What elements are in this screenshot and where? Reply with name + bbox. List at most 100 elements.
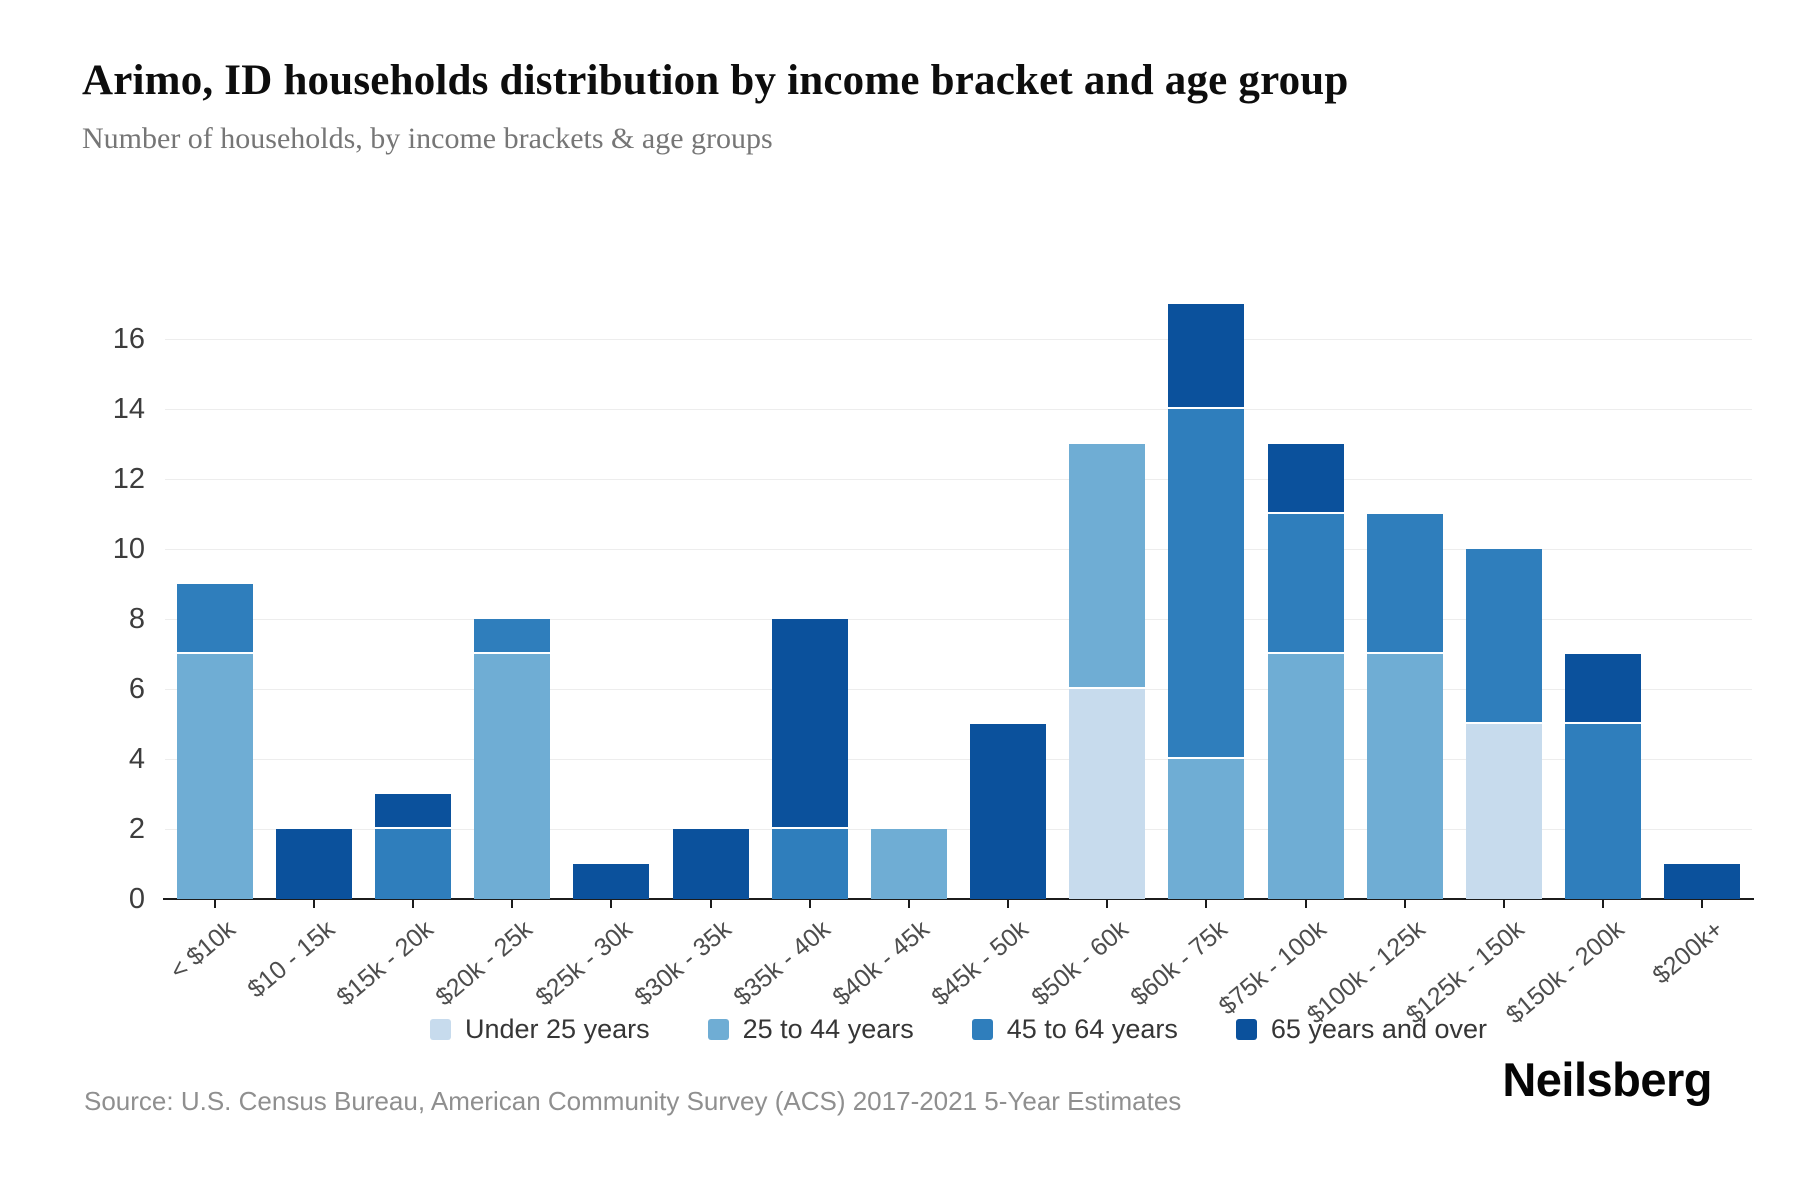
x-axis-tick — [1205, 900, 1208, 908]
bar-segment — [1664, 864, 1741, 899]
x-axis-label-text: $200k+ — [1647, 915, 1729, 990]
gridline — [165, 618, 1752, 620]
legend-label: 25 to 44 years — [742, 1014, 914, 1044]
x-axis-tick — [213, 900, 216, 908]
x-axis-label-text: $20k - 25k — [430, 915, 539, 1012]
gridline — [165, 408, 1752, 410]
gridline — [165, 828, 1752, 830]
x-axis-label-text: $25k - 30k — [529, 915, 638, 1012]
bar-segment — [1069, 689, 1146, 899]
bar-column — [1267, 444, 1344, 899]
bar-column — [1366, 514, 1443, 899]
bar-column — [1168, 304, 1245, 899]
y-axis-label: 10 — [112, 533, 145, 565]
legend-item: 45 to 64 years — [971, 1014, 1178, 1045]
y-axis-label: 2 — [128, 813, 145, 845]
bar-column — [573, 864, 650, 899]
y-axis-label: 14 — [112, 393, 145, 425]
x-axis-label-text: $50k - 60k — [1025, 915, 1134, 1012]
x-axis-tick — [1602, 900, 1605, 908]
x-axis-tick — [1503, 900, 1506, 908]
bar-segment — [1168, 409, 1245, 759]
x-axis-tick — [312, 900, 315, 908]
gridline — [165, 478, 1752, 480]
bar-column — [771, 619, 848, 899]
bar-segment — [1366, 654, 1443, 899]
source-note: Source: U.S. Census Bureau, American Com… — [84, 1086, 1182, 1116]
y-axis-label: 12 — [112, 463, 145, 495]
bar-segment — [870, 829, 947, 899]
bar-segment — [1168, 304, 1245, 409]
x-axis-label-text: $40k - 45k — [827, 915, 935, 1012]
bar-segment — [1267, 654, 1344, 899]
bar-column — [1664, 864, 1741, 899]
gridline — [165, 338, 1752, 340]
x-axis-tick — [1106, 900, 1109, 908]
bar-segment — [1466, 724, 1543, 899]
bar-segment — [970, 724, 1047, 899]
bar-segment — [474, 619, 551, 654]
x-axis-tick — [610, 900, 613, 908]
bar-segment — [374, 794, 451, 829]
x-axis-tick — [511, 900, 514, 908]
plot-area: 0 2 4 6 8 10 12 14 16 < $10k $10 - 15k $15k - 20k $2… — [113, 286, 1754, 1029]
bar-column — [970, 724, 1047, 899]
y-axis-label: 4 — [128, 743, 145, 775]
bar-segment — [176, 584, 253, 654]
bar-column — [275, 829, 352, 899]
x-axis-label-text: $30k - 35k — [629, 915, 737, 1012]
bar-segment — [1565, 654, 1642, 724]
gridline — [165, 548, 1752, 550]
bar-column — [672, 829, 749, 899]
x-axis-tick — [1007, 900, 1010, 908]
y-axis-label: 0 — [128, 883, 145, 915]
chart-subtitle: Number of households, by income brackets… — [82, 122, 773, 155]
x-axis-label-text: $10 - 15k — [241, 915, 340, 1004]
legend-item: 65 years and over — [1235, 1014, 1487, 1045]
legend-item: 25 to 44 years — [707, 1014, 914, 1045]
bar-segment — [771, 829, 848, 899]
x-axis-tick — [808, 900, 811, 908]
legend-swatch — [971, 1019, 993, 1040]
legend-swatch — [430, 1019, 451, 1040]
bar-column — [176, 584, 253, 899]
bar-segment — [573, 864, 650, 899]
bar-segment — [275, 829, 352, 899]
bar-segment — [1366, 514, 1443, 654]
x-axis-label-text: $45k - 50k — [926, 915, 1035, 1012]
y-axis-label: 8 — [128, 603, 145, 635]
legend-item: Under 25 years — [430, 1014, 650, 1045]
x-axis-tick — [1304, 900, 1307, 908]
y-axis-label: 6 — [128, 673, 145, 705]
bar-segment — [1069, 444, 1146, 689]
bar-segment — [771, 619, 848, 829]
bar-column — [870, 829, 947, 899]
bar-column — [1565, 654, 1642, 899]
bar-column — [1069, 444, 1146, 899]
bar-segment — [474, 654, 551, 899]
bar-segment — [1466, 549, 1543, 724]
bar-segment — [1267, 514, 1344, 654]
bar-column — [474, 619, 551, 899]
legend: Under 25 years 25 to 44 years 45 to 64 yea… — [165, 1014, 1752, 1045]
bar-column — [1466, 549, 1543, 899]
x-axis-label-text: $35k - 40k — [728, 915, 836, 1012]
gridline — [165, 688, 1752, 690]
chart-title: Arimo, ID households distribution by inc… — [82, 57, 1349, 104]
brand-logo: Neilsberg — [1502, 1053, 1712, 1106]
x-axis-tick — [709, 900, 712, 908]
gridline — [165, 758, 1752, 760]
bar-segment — [1267, 444, 1344, 514]
x-axis-line — [163, 898, 1754, 900]
bar-segment — [374, 829, 451, 899]
bar-column — [374, 794, 451, 899]
x-axis-tick — [1403, 900, 1406, 908]
x-axis-label-text: < $10k — [164, 915, 241, 986]
bar-segment — [1168, 759, 1245, 899]
legend-label: 65 years and over — [1270, 1014, 1487, 1044]
legend-swatch — [1235, 1019, 1257, 1040]
y-axis-label: 16 — [112, 323, 145, 355]
legend-swatch — [707, 1019, 729, 1040]
bar-segment — [672, 829, 749, 899]
